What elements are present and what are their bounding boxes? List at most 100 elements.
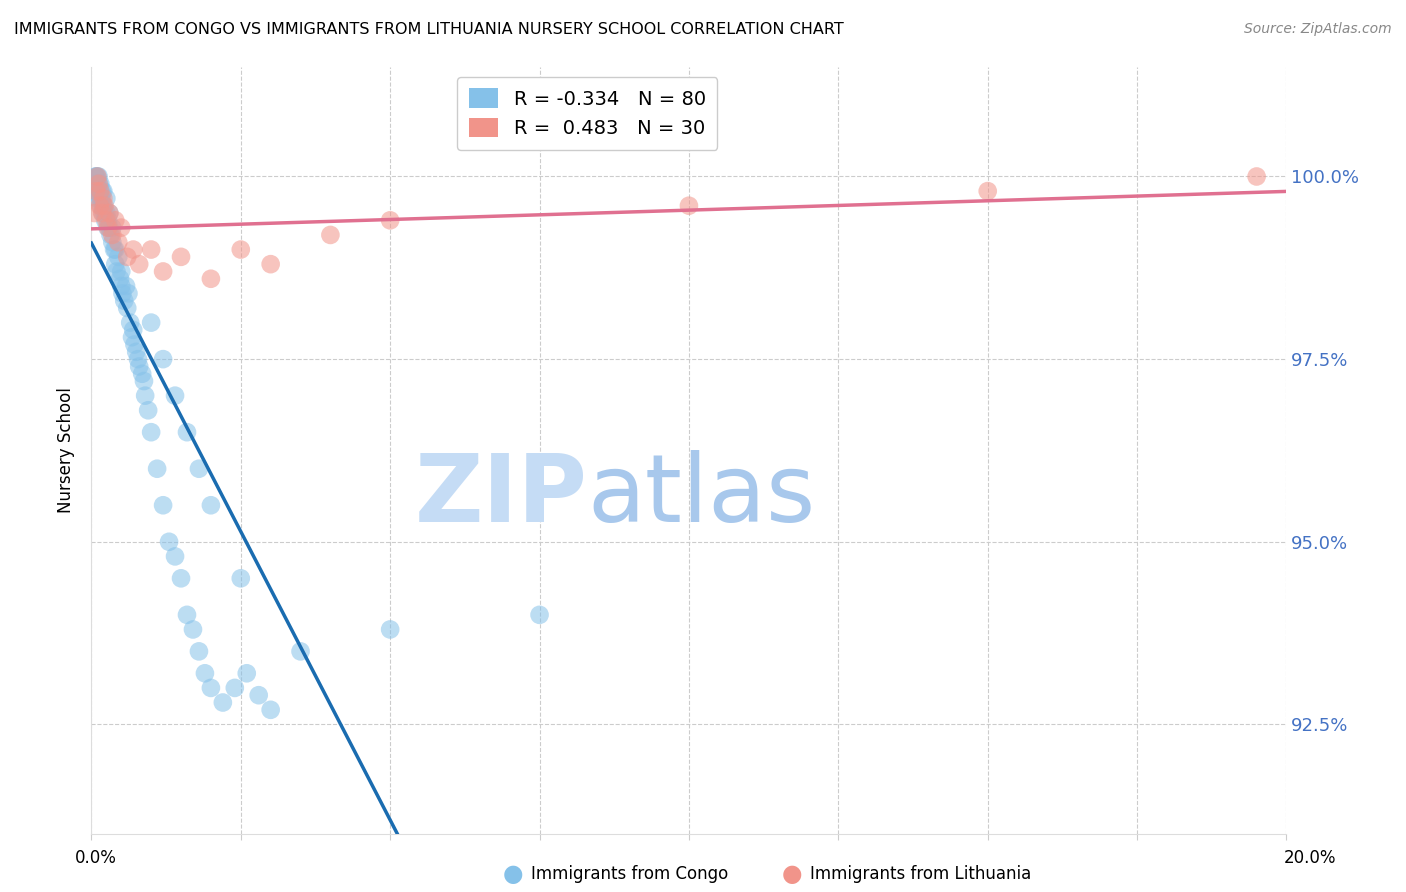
Point xyxy=(89,177,111,191)
Point xyxy=(188,461,211,475)
Point xyxy=(83,184,105,198)
Point xyxy=(93,199,115,213)
Point xyxy=(976,184,998,198)
Point xyxy=(127,352,149,367)
Point xyxy=(91,206,114,220)
Point xyxy=(378,623,402,637)
Point xyxy=(103,243,125,257)
Point xyxy=(122,323,145,337)
Point xyxy=(104,243,127,257)
Point xyxy=(87,169,110,184)
Point xyxy=(146,461,169,475)
Point xyxy=(84,177,107,191)
Point xyxy=(90,199,112,213)
Point xyxy=(131,367,153,381)
Point xyxy=(170,250,193,264)
Point xyxy=(229,243,252,257)
Point xyxy=(98,206,121,220)
Text: ●: ● xyxy=(503,863,523,886)
Point xyxy=(211,696,233,710)
Point xyxy=(101,227,124,242)
Point xyxy=(104,213,127,227)
Point xyxy=(86,191,108,205)
Point xyxy=(86,169,108,184)
Point xyxy=(93,184,115,198)
Point xyxy=(224,681,246,695)
Point xyxy=(1246,169,1268,184)
Text: atlas: atlas xyxy=(588,450,815,542)
Point xyxy=(89,184,111,198)
Point xyxy=(110,264,132,278)
Point xyxy=(125,344,148,359)
Point xyxy=(115,250,138,264)
Point xyxy=(87,184,110,198)
Point xyxy=(93,206,115,220)
Point xyxy=(235,666,259,681)
Text: 20.0%: 20.0% xyxy=(1284,849,1337,867)
Point xyxy=(107,235,129,250)
Point xyxy=(110,279,132,293)
Point xyxy=(87,177,110,191)
Text: Immigrants from Lithuania: Immigrants from Lithuania xyxy=(810,865,1031,883)
Point xyxy=(290,644,312,658)
Point xyxy=(141,316,162,330)
Text: IMMIGRANTS FROM CONGO VS IMMIGRANTS FROM LITHUANIA NURSERY SCHOOL CORRELATION CH: IMMIGRANTS FROM CONGO VS IMMIGRANTS FROM… xyxy=(14,22,844,37)
Point xyxy=(115,301,138,315)
Text: Source: ZipAtlas.com: Source: ZipAtlas.com xyxy=(1244,22,1392,37)
Point xyxy=(115,279,138,293)
Point xyxy=(122,243,145,257)
Text: 0.0%: 0.0% xyxy=(75,849,117,867)
Point xyxy=(194,666,217,681)
Point xyxy=(152,498,174,512)
Point xyxy=(176,425,198,440)
Point xyxy=(176,607,198,622)
Point xyxy=(84,169,107,184)
Text: ZIP: ZIP xyxy=(415,450,588,542)
Point xyxy=(141,243,162,257)
Point xyxy=(128,359,150,374)
Point xyxy=(101,220,124,235)
Y-axis label: Nursery School: Nursery School xyxy=(58,387,76,514)
Point xyxy=(107,250,129,264)
Point xyxy=(378,213,402,227)
Point xyxy=(89,199,111,213)
Point xyxy=(157,534,180,549)
Point xyxy=(96,220,118,235)
Point xyxy=(98,206,121,220)
Point xyxy=(94,213,117,227)
Point xyxy=(200,272,222,286)
Point xyxy=(83,206,105,220)
Point xyxy=(529,607,551,622)
Point xyxy=(110,220,132,235)
Text: Immigrants from Congo: Immigrants from Congo xyxy=(531,865,728,883)
Point xyxy=(152,264,174,278)
Point xyxy=(89,191,111,205)
Point xyxy=(97,220,120,235)
Point xyxy=(121,330,143,344)
Point xyxy=(97,213,120,227)
Point xyxy=(96,213,118,227)
Point xyxy=(96,206,118,220)
Point xyxy=(108,272,131,286)
Point xyxy=(188,644,211,658)
Point xyxy=(170,571,193,585)
Point xyxy=(163,389,186,403)
Point xyxy=(229,571,252,585)
Point xyxy=(104,257,127,271)
Point xyxy=(163,549,186,564)
Point xyxy=(117,286,139,301)
Point xyxy=(89,177,111,191)
Point xyxy=(678,199,700,213)
Point xyxy=(96,191,118,205)
Point xyxy=(84,169,107,184)
Point xyxy=(141,425,162,440)
Text: ●: ● xyxy=(782,863,801,886)
Point xyxy=(319,227,342,242)
Point xyxy=(134,389,156,403)
Point xyxy=(200,498,222,512)
Point xyxy=(124,337,146,351)
Point xyxy=(259,703,281,717)
Point xyxy=(93,199,115,213)
Point xyxy=(98,220,121,235)
Point xyxy=(101,235,124,250)
